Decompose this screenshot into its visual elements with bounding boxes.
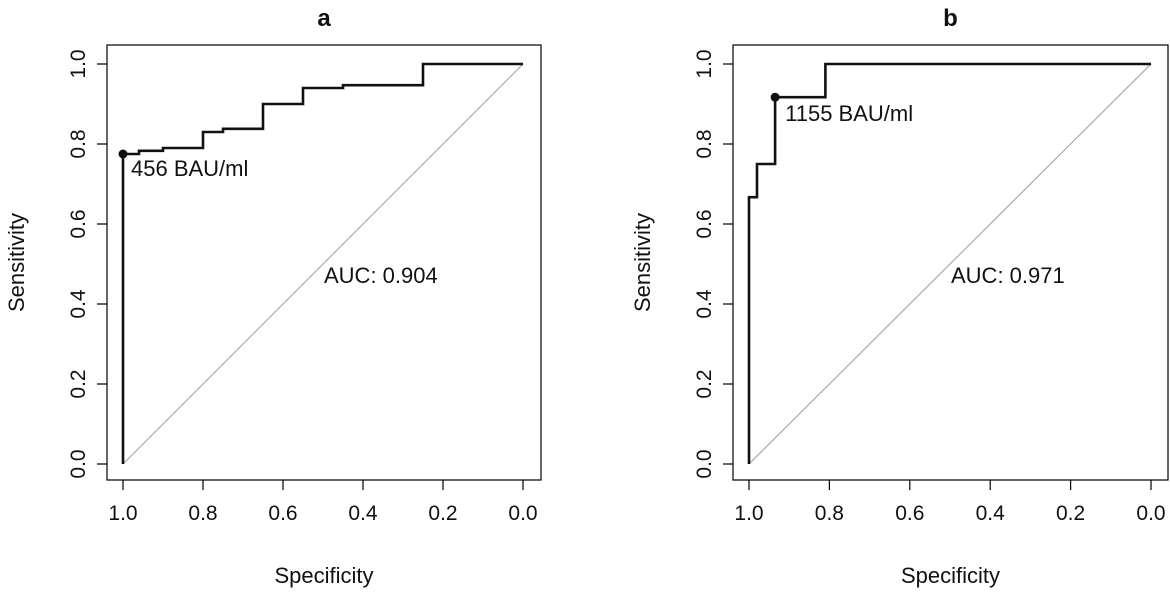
y-tick-label: 1.0 [693, 49, 716, 78]
x-tick-label: 0.4 [976, 502, 1006, 525]
threshold-point [770, 92, 780, 102]
x-tick-label: 0.4 [348, 502, 378, 525]
x-tick-label: 0.0 [1136, 502, 1165, 525]
y-tick-label: 0.4 [693, 289, 716, 319]
x-tick-label: 0.6 [895, 502, 924, 525]
x-tick-label: 0.0 [508, 502, 537, 525]
reference-diagonal-line [748, 63, 1152, 465]
y-tick-label: 0.2 [693, 369, 716, 398]
auc-label: AUC: 0.971 [951, 263, 1065, 288]
auc-label: AUC: 0.904 [324, 263, 438, 288]
x-tick-label: 0.2 [1056, 502, 1085, 525]
x-tick-label: 0.8 [815, 502, 844, 525]
x-axis-title: Specificity [901, 563, 1000, 588]
y-tick-label: 1.0 [67, 49, 90, 78]
y-axis-title: Sensitivity [4, 213, 29, 312]
panel-title: b [943, 5, 958, 32]
roc-curve-line [121, 62, 523, 464]
roc-panel-a: 1.0 0.8 0.6 0.4 0.2 0.0 0.0 0.2 0.4 0.6 0.8 1.0 Spec… [4, 5, 542, 588]
y-tick-label: 0.8 [693, 129, 716, 158]
y-tick-label: 0.6 [693, 209, 716, 238]
roc-curve-line [747, 62, 1151, 464]
x-axis-title: Specificity [274, 563, 373, 588]
y-tick-label: 0.4 [67, 289, 90, 319]
x-tick-label: 0.2 [428, 502, 457, 525]
threshold-label: 456 BAU/ml [131, 156, 248, 181]
y-tick-label: 0.8 [67, 129, 90, 158]
roc-panel-b: 1.0 0.8 0.6 0.4 0.2 0.0 0.0 0.2 0.4 0.6 0.8 1.0 Spec… [630, 5, 1169, 588]
y-tick-label: 0.0 [693, 449, 716, 478]
x-tick-label: 1.0 [734, 502, 763, 525]
x-tick-label: 1.0 [108, 502, 137, 525]
plot-frame [732, 44, 1169, 481]
y-tick-label: 0.0 [67, 449, 90, 478]
y-tick-label: 0.6 [67, 209, 90, 238]
panel-title: a [317, 5, 331, 32]
x-tick-label: 0.8 [188, 502, 217, 525]
x-tick-label: 0.6 [268, 502, 297, 525]
reference-diagonal-line [122, 63, 524, 465]
threshold-point [118, 149, 128, 159]
y-tick-label: 0.2 [67, 369, 90, 398]
threshold-label: 1155 BAU/ml [785, 101, 913, 126]
y-axis-title: Sensitivity [630, 213, 655, 312]
plot-frame [106, 44, 542, 481]
